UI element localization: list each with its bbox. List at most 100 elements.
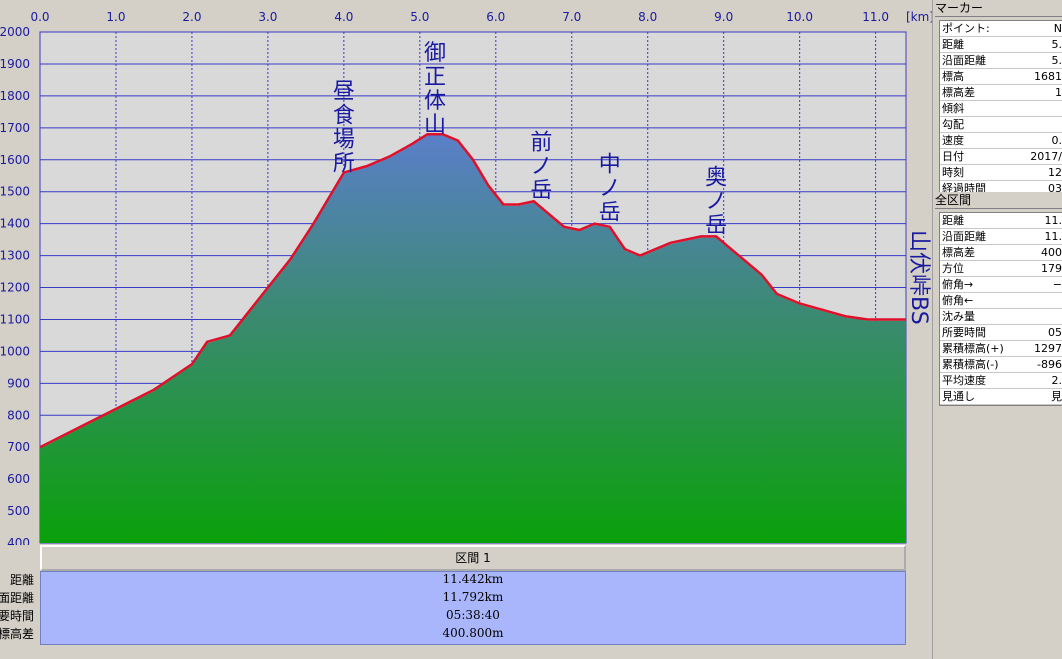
peak-label-char: 山 [424, 113, 446, 138]
x-tick-label: 2.0 [182, 10, 201, 24]
x-tick-label: 9.0 [714, 10, 733, 24]
y-tick-label: 500 [7, 504, 30, 518]
marker-key: 距離 [942, 38, 964, 51]
marker-value: 5. [1051, 54, 1062, 67]
peak-label-char: 場 [333, 128, 355, 153]
marker-value: 12 [1048, 166, 1062, 179]
full-value: − [1052, 278, 1062, 291]
x-unit-label: [km] [906, 10, 932, 24]
marker-value: 1 [1055, 86, 1062, 99]
marker-value: 5. [1051, 38, 1062, 51]
peak-label-char: 奥 [705, 165, 727, 190]
end-label: 山伏峠BS [906, 230, 931, 325]
peak-label-char: 正 [424, 65, 446, 90]
x-tick-label: 10.0 [786, 10, 813, 24]
full-value: 179 [1041, 262, 1062, 275]
marker-row: 勾配 [940, 117, 1062, 133]
marker-row: 傾斜 [940, 101, 1062, 117]
y-tick-label: 900 [7, 376, 30, 390]
peak-label: 御正体山 [424, 41, 446, 138]
y-tick-label: 1000 [0, 344, 30, 358]
full-row: 標高差 400 [940, 245, 1062, 261]
y-tick-label: 1700 [0, 121, 30, 135]
terrain-area [40, 135, 906, 544]
full-key: 沿面距離 [942, 230, 986, 243]
summary-surface-distance-label: 面距離 [0, 591, 34, 605]
peak-label-char: 岳 [530, 178, 552, 203]
full-value: 見 [1051, 390, 1062, 403]
route-line [39, 132, 906, 449]
summary-surface-distance-value: 11.792km [442, 590, 504, 604]
full-value: 11. [1044, 230, 1062, 243]
full-key: 累積標高(+) [942, 342, 1004, 355]
y-tick-label: 1900 [0, 57, 30, 71]
peak-label: 前ノ岳 [530, 130, 552, 203]
elevation-chart[interactable]: 2000 1900 1800 1700 1600 1500 1400 1300 1200 1100… [0, 0, 932, 545]
peak-label-char: 岳 [599, 201, 621, 226]
full-row: 平均速度 2. [940, 373, 1062, 389]
marker-key: 経過時間 [942, 182, 986, 195]
summary-elevation-diff-label: 標高差 [0, 627, 34, 641]
y-tick-label: 800 [7, 408, 30, 422]
summary-distance-label: 距離 [9, 573, 34, 587]
y-tick-label: 2000 [0, 25, 30, 39]
full-row: 累積標高(+) 1297 [940, 341, 1062, 357]
x-tick-label: 8.0 [638, 10, 657, 24]
marker-key: 勾配 [942, 118, 964, 131]
marker-table: ポイント: N 距離 5. 沿面距離 5. 標高 1681 標高差 1 傾斜 勾配 速度 0. 日付 2017… [939, 20, 1062, 198]
marker-value: 03 [1048, 182, 1062, 195]
full-key: 平均速度 [942, 374, 986, 387]
full-value: -896 [1037, 358, 1062, 371]
peak-label-char: 中 [599, 153, 621, 178]
peak-label: 中ノ岳 [599, 153, 621, 226]
peak-label-char: ノ [705, 189, 727, 214]
x-tick-label: 7.0 [562, 10, 581, 24]
marker-value: N [1053, 22, 1062, 35]
y-tick-label: 1400 [0, 217, 30, 231]
peak-label-char: 体 [424, 89, 446, 114]
full-key: 見通し [942, 390, 975, 403]
summary-distance-value: 11.442km [442, 572, 504, 586]
marker-key: 傾斜 [942, 102, 964, 115]
marker-row: 標高差 1 [940, 85, 1062, 101]
summary-box: 11.442km 11.792km 05:38:40 400.800m [40, 571, 906, 645]
peak-label-char: ノ [530, 154, 552, 179]
full-value: 400 [1041, 246, 1062, 259]
full-value: 05 [1048, 326, 1062, 339]
marker-panel-title: マーカー [935, 0, 1062, 17]
marker-row: 標高 1681 [940, 69, 1062, 85]
full-key: 標高差 [942, 246, 975, 259]
full-key: 方位 [942, 262, 964, 275]
y-tick-label: 1100 [0, 312, 30, 326]
y-tick-label: 600 [7, 472, 30, 486]
marker-row: 距離 5. [940, 37, 1062, 53]
peak-label-char: 岳 [705, 213, 727, 238]
full-row: 所要時間 05 [940, 325, 1062, 341]
full-row: 沿面距離 11. [940, 229, 1062, 245]
full-key: 沈み量 [942, 310, 975, 323]
full-key: 俯角← [942, 294, 974, 307]
marker-key: 速度 [942, 134, 964, 147]
peak-label-char: 所 [333, 152, 355, 177]
marker-row: 速度 0. [940, 133, 1062, 149]
y-tick-label: 1600 [0, 153, 30, 167]
full-value: 11. [1044, 214, 1062, 227]
peak-label-char: 昼 [333, 80, 355, 105]
full-value: 1297 [1034, 342, 1062, 355]
marker-key: 日付 [942, 150, 964, 163]
marker-value: 2017/ [1030, 150, 1062, 163]
summary-time-value: 05:38:40 [446, 608, 500, 622]
marker-key: 標高 [942, 70, 964, 83]
marker-key: ポイント: [942, 22, 990, 35]
x-tick-label: 6.0 [486, 10, 505, 24]
section-bar[interactable]: 区間 1 [40, 545, 906, 571]
full-row: 距離 11. [940, 213, 1062, 229]
full-key: 距離 [942, 214, 964, 227]
peak-label-char: 御 [424, 41, 446, 66]
x-tick-label: 4.0 [334, 10, 353, 24]
marker-row: 時刻 12 [940, 165, 1062, 181]
y-tick-label: 700 [7, 440, 30, 454]
full-key: 所要時間 [942, 326, 986, 339]
x-tick-label: 11.0 [862, 10, 889, 24]
peak-label-char: ノ [599, 177, 621, 202]
